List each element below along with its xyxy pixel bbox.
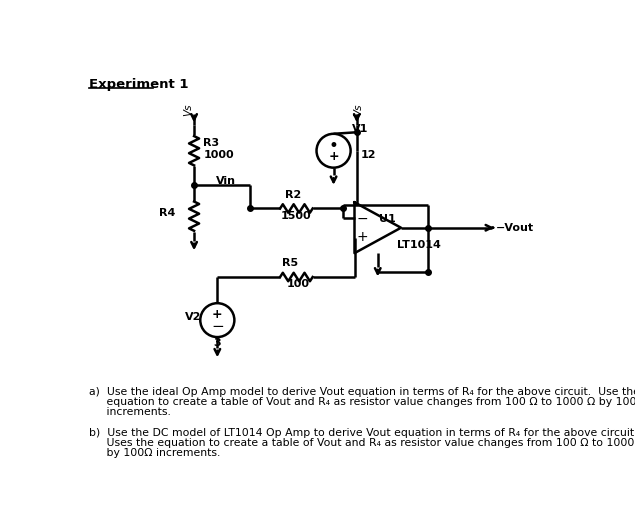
Text: a)  Use the ideal Op Amp model to derive Vout equation in terms of R₄ for the ab: a) Use the ideal Op Amp model to derive … <box>89 387 635 397</box>
Text: −: − <box>356 211 368 226</box>
Text: LT1014: LT1014 <box>397 240 441 250</box>
Text: R4: R4 <box>159 208 175 218</box>
Text: +: + <box>328 150 339 162</box>
Text: −Vout: −Vout <box>495 222 533 233</box>
Text: 1500: 1500 <box>281 211 312 221</box>
Text: +: + <box>212 308 223 321</box>
Text: V1: V1 <box>352 124 368 134</box>
Text: increments.: increments. <box>89 407 171 417</box>
Text: Vin: Vin <box>216 176 236 186</box>
Text: Experiment 1: Experiment 1 <box>89 78 188 91</box>
Text: Uses the equation to create a table of Vout and R₄ as resistor value changes fro: Uses the equation to create a table of V… <box>89 438 635 448</box>
Text: U1: U1 <box>379 215 396 224</box>
Text: 12: 12 <box>361 150 376 160</box>
Text: Vs: Vs <box>353 104 363 116</box>
Text: 1000: 1000 <box>203 150 234 160</box>
Text: by 100Ω increments.: by 100Ω increments. <box>89 448 220 458</box>
Text: R3: R3 <box>203 138 220 148</box>
Text: +: + <box>356 230 368 244</box>
Text: 100: 100 <box>286 279 309 289</box>
Text: •: • <box>329 137 338 155</box>
Text: V2: V2 <box>185 312 201 322</box>
Text: Vs: Vs <box>184 104 194 116</box>
Text: R2: R2 <box>285 190 302 200</box>
Text: equation to create a table of Vout and R₄ as resistor value changes from 100 Ω t: equation to create a table of Vout and R… <box>89 397 635 407</box>
Text: −: − <box>211 319 224 334</box>
Text: R5: R5 <box>282 258 298 268</box>
Text: 3: 3 <box>213 338 221 348</box>
Text: b)  Use the DC model of LT1014 Op Amp to derive Vout equation in terms of R₄ for: b) Use the DC model of LT1014 Op Amp to … <box>89 428 635 438</box>
